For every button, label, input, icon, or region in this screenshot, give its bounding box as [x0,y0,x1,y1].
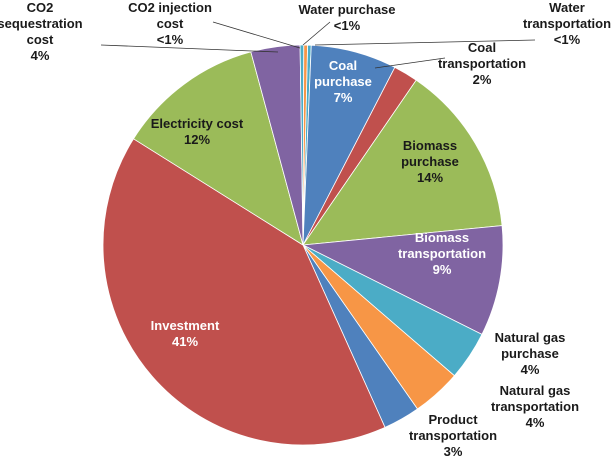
leader-line [374,57,446,69]
slice-label-line: 14% [417,170,443,185]
pie-slice-electricity-cost [132,51,304,246]
slice-label: CO2 injection cost <1% [128,0,212,47]
slice-label-line: Natural gas [500,383,571,398]
slice-label-line: 3% [444,444,463,459]
pie-slice-water-transportation [302,44,308,246]
leader-line [212,21,301,49]
slice-label: Water purchase <1% [298,2,395,33]
slice-label-line: Electricity cost [151,116,244,131]
slice-label-line: CO2 [27,0,54,15]
pie-slice-investment [102,138,386,446]
slice-label: Water transportation <1% [523,0,611,47]
slice-label-line: transportation [398,246,486,261]
slice-label-line: transportation [409,428,497,443]
slice-label-line: purchase [314,74,372,89]
pie-slice-biomass-transportation [301,225,504,335]
slice-label: Biomass transportation 9% [398,230,486,277]
slice-label-line: <1% [334,18,361,33]
slice-label: Biomass purchase 14% [401,138,459,185]
slice-label-line: 7% [334,90,353,105]
slice-label: Natural gas transportation 4% [491,383,579,430]
slice-label-line: <1% [157,32,184,47]
leader-line [314,39,536,46]
slice-label-line: cost [27,32,54,47]
leader-line [100,44,279,53]
leader-line [302,21,331,46]
slice-label: Coal purchase 7% [314,58,372,105]
slice-label-line: purchase [401,154,459,169]
slice-label-line: Biomass [403,138,457,153]
pie-slice-biomass-purchase [302,79,503,246]
slice-label-line: Biomass [415,230,469,245]
slice-label-line: Water [549,0,585,15]
slice-label-line: 41% [172,334,198,349]
slice-label-line: Coal [468,40,496,55]
slice-label-line: sequestration [0,16,83,31]
slice-label-line: purchase [501,346,559,361]
slice-label-line: 4% [526,415,545,430]
slice-label-line: CO2 injection [128,0,212,15]
slice-label-line: 9% [433,262,452,277]
slice-label-line: transportation [491,399,579,414]
slice-label-line: cost [157,16,184,31]
slice-label-line: transportation [523,16,611,31]
slice-label-line: Water purchase [298,2,395,17]
slice-label: CO2 sequestration cost 4% [0,0,83,63]
slice-label-line: Investment [151,318,220,333]
slice-label-line: 12% [184,132,210,147]
slice-label-line: transportation [438,56,526,71]
slice-label: Coal transportation 2% [438,40,526,87]
slice-label-line: Coal [329,58,357,73]
slice-label-line: Natural gas [495,330,566,345]
slice-label: Natural gas purchase 4% [495,330,566,377]
slice-label: Product transportation 3% [409,412,497,459]
slice-label: Electricity cost 12% [151,116,244,147]
slice-label-line: 4% [31,48,50,63]
slice-label-line: 4% [521,362,540,377]
slice-label-line: 2% [473,72,492,87]
slice-label: Investment 41% [151,318,220,349]
slice-label-line: <1% [554,32,581,47]
slice-label-line: Product [428,412,478,427]
